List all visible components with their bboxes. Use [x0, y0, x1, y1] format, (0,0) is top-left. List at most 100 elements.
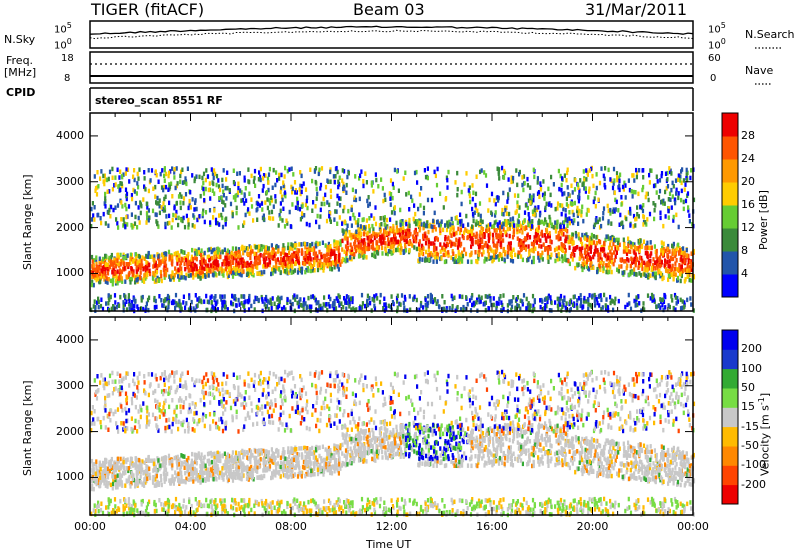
power-cell: [498, 176, 501, 181]
power-cell: [660, 173, 663, 179]
power-cell: [664, 258, 667, 263]
power-cell: [159, 171, 162, 177]
power-cell: [416, 231, 419, 237]
velocity-cell: [577, 439, 581, 445]
power-cell: [549, 220, 552, 225]
power-cell: [149, 254, 152, 259]
power-cell: [601, 305, 604, 310]
power-cell: [211, 248, 215, 253]
power-cell: [271, 271, 274, 276]
power-cell: [173, 205, 176, 211]
power-cell: [572, 246, 575, 251]
power-cell: [154, 194, 157, 199]
power-cell: [450, 216, 453, 222]
power-cell: [267, 180, 270, 185]
power-cell: [568, 216, 571, 221]
power-cell: [460, 218, 463, 224]
power-cell: [213, 295, 216, 301]
power-cell: [639, 238, 642, 243]
power-cell: [253, 175, 256, 181]
power-cell: [221, 262, 224, 267]
power-cell: [209, 295, 212, 300]
power-cell: [670, 272, 673, 277]
power-cell: [289, 299, 292, 304]
power-cell: [667, 208, 670, 214]
power-cell: [393, 210, 396, 216]
power-cell: [209, 220, 212, 225]
velocity-cell: [528, 458, 531, 463]
power-cell: [502, 212, 505, 217]
power-cell: [664, 305, 667, 310]
power-cell: [453, 256, 457, 262]
power-cell: [206, 273, 209, 278]
power-cell: [549, 244, 552, 250]
power-cell: [689, 260, 692, 265]
power-cell: [130, 222, 133, 228]
power-cell: [245, 198, 248, 203]
power-cell: [572, 212, 575, 218]
power-cell: [661, 302, 664, 308]
power-cell: [315, 300, 318, 306]
power-cell: [281, 197, 284, 203]
power-cell: [118, 175, 121, 180]
power-cell: [547, 259, 550, 264]
power-cell: [184, 275, 187, 281]
power-cell: [329, 194, 333, 199]
power-cell: [367, 239, 370, 245]
power-cell: [520, 254, 523, 259]
power-cell: [449, 239, 452, 245]
power-cell: [627, 243, 630, 248]
power-cell: [559, 203, 562, 208]
power-cell: [580, 301, 583, 307]
power-cell: [347, 300, 350, 306]
power-cell: [313, 268, 316, 273]
power-cell: [578, 188, 581, 193]
power-cell: [135, 269, 138, 274]
power-cell: [603, 252, 606, 257]
power-cell: [455, 237, 458, 243]
velocity-cell: [516, 433, 519, 439]
power-cell: [677, 177, 680, 182]
power-cell: [408, 233, 411, 239]
power-cell: [603, 292, 606, 298]
power-cell: [463, 247, 466, 252]
power-cell: [405, 239, 408, 245]
power-cell: [108, 307, 111, 313]
power-cell: [564, 227, 567, 232]
velocity-cell: [439, 446, 442, 451]
power-cell: [412, 216, 415, 222]
power-cell: [568, 245, 571, 250]
nsky-trace: [89, 25, 694, 35]
power-cell: [393, 241, 396, 246]
power-cell: [145, 301, 148, 306]
power-cell: [247, 307, 251, 312]
power-cell: [596, 269, 599, 275]
power-cell: [228, 188, 231, 193]
power-cell: [577, 235, 581, 241]
power-cell: [690, 302, 693, 307]
power-cell: [398, 232, 402, 237]
power-cell: [251, 268, 254, 273]
power-cell: [320, 166, 324, 171]
freq-top-tick: 18: [61, 53, 74, 64]
power-cell: [435, 246, 438, 251]
power-cell: [384, 241, 387, 246]
power-cell: [297, 256, 300, 261]
power-cell: [339, 239, 342, 244]
power-cell: [195, 266, 198, 272]
power-cell: [289, 224, 292, 229]
power-cell: [637, 238, 640, 244]
power-cell: [674, 178, 678, 183]
power-cell: [648, 245, 651, 251]
power-cell: [425, 302, 428, 308]
power-cell: [531, 219, 534, 224]
power-cell: [568, 300, 572, 305]
power-cell: [598, 264, 601, 269]
power-cell: [123, 302, 126, 307]
power-cell: [353, 215, 356, 221]
power-cell: [183, 224, 187, 230]
power-cell: [237, 181, 240, 186]
power-cell: [676, 275, 680, 281]
power-cell: [165, 252, 168, 257]
power-cell: [642, 219, 646, 225]
